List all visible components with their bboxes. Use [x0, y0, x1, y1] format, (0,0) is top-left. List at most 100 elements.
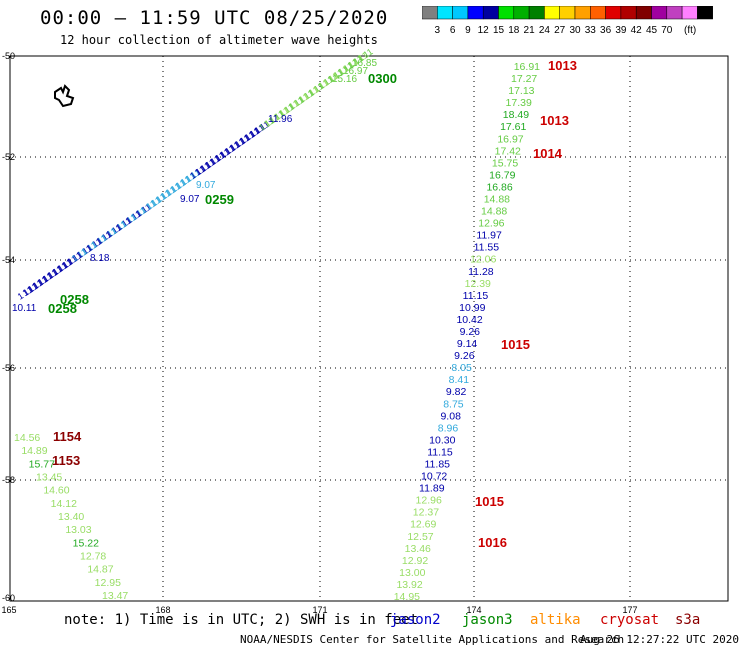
axis-labels: 165 168 171 174 177 -50 -52 -54 -56 -58 -60	[1, 51, 637, 615]
pass-time-label: 1153	[52, 453, 80, 468]
pass-time-label: 0258	[48, 301, 77, 316]
swh-value: 12.57	[407, 531, 433, 543]
swh-value: 16.79	[489, 169, 515, 181]
color-scale-label: 15	[493, 25, 505, 36]
page-title: 00:00 — 11:59 UTC 08/25/2020	[40, 7, 389, 29]
track-right: 16.9117.2717.1317.3918.4917.6116.9717.42…	[394, 61, 540, 603]
swh-value: 12.06	[470, 254, 496, 266]
pass-time-label: 1014	[533, 146, 563, 161]
sat-jason2: jason2	[390, 612, 441, 628]
lat-tick-label: -52	[2, 152, 15, 162]
footer-timestamp: Aug 26 12:27:22 UTC 2020	[580, 633, 739, 646]
swh-value: 11.15	[463, 290, 489, 302]
sat-s3a: s3a	[675, 612, 701, 628]
swh-value: 11.55	[474, 242, 500, 254]
sat-cryosat: cryosat	[600, 612, 660, 628]
swh-value: 11.89	[419, 483, 445, 495]
map-frame	[9, 55, 729, 602]
swh-value: 16.91	[514, 61, 540, 73]
swh-value: 14.95	[394, 591, 420, 603]
color-scale-label: 70	[661, 25, 673, 36]
swh-value: 11.15	[427, 446, 453, 458]
color-scale-label: 33	[585, 25, 597, 36]
color-scale-label: 21	[524, 25, 536, 36]
swh-value: 14.60	[43, 485, 69, 497]
note-text: note: 1) Time is in UTC; 2) SWH is in fe…	[64, 612, 419, 628]
swh-value: 14.88	[484, 194, 510, 206]
swh-value: 13.45	[36, 472, 62, 484]
diag-track-value: 9.07	[196, 180, 216, 191]
swh-value: 15.77	[29, 458, 55, 470]
swh-value: 17.61	[500, 121, 526, 133]
diag-track-value: 16.97	[343, 66, 368, 77]
lat-tick-label: -56	[2, 363, 15, 373]
color-scale-label: 27	[554, 25, 566, 36]
color-swatch	[697, 6, 713, 20]
time-labels: 1013 1013 1014 1015 1015 1016 0300 0259 02580258…	[48, 58, 577, 550]
swh-value: 10.42	[456, 314, 482, 326]
swh-value: 11.85	[425, 459, 451, 471]
diag-track-value: 10.11	[12, 303, 37, 314]
color-scale-label: 30	[569, 25, 581, 36]
color-scale-label: 42	[631, 25, 643, 36]
swh-value: 9.26	[454, 350, 475, 362]
swh-value: 9.08	[440, 410, 461, 422]
diag-track-value: 15.16	[332, 74, 357, 85]
swh-value: 12.95	[95, 577, 121, 589]
swh-value: 13.03	[65, 524, 91, 536]
pass-time-label: 1013	[540, 113, 569, 128]
swh-value: 9.14	[457, 338, 478, 350]
diag-track-value: 11.96	[268, 114, 293, 125]
swh-value: 13.92	[396, 579, 422, 591]
swh-value: 16.86	[486, 181, 512, 193]
swh-value: 17.42	[495, 145, 521, 157]
diag-track-value: 8.18	[90, 253, 110, 264]
diag-track-value: 9.07	[180, 194, 200, 205]
swh-value: 17.27	[511, 73, 537, 85]
color-scale-label: 6	[450, 25, 456, 36]
color-scale-label: 39	[615, 25, 627, 36]
swh-value: 8.41	[449, 374, 470, 386]
swh-value: 10.99	[459, 302, 485, 314]
lat-tick-label: -58	[2, 475, 15, 485]
swh-value: 15.75	[492, 157, 518, 169]
sat-jason3: jason3	[462, 612, 513, 628]
swh-value: 8.75	[443, 398, 464, 410]
swh-value: 13.46	[405, 543, 431, 555]
color-scale-label: 36	[600, 25, 612, 36]
swh-value: 17.13	[508, 85, 534, 97]
swh-value: 12.96	[478, 218, 504, 230]
swh-value: 17.39	[506, 97, 532, 109]
pass-time-label: 1154	[53, 429, 82, 444]
swh-value: 16.97	[497, 133, 523, 145]
swh-value: 10.30	[429, 434, 455, 446]
swh-value: 13.40	[58, 511, 84, 523]
sat-altika: altika	[530, 612, 581, 628]
swh-value: 15.22	[73, 537, 99, 549]
map-grid	[10, 56, 728, 601]
swh-value: 12.39	[465, 278, 491, 290]
swh-value: 14.89	[21, 445, 47, 457]
swh-value: 14.12	[51, 498, 77, 510]
lon-tick-label: 177	[622, 605, 637, 615]
swh-value: 12.37	[413, 507, 439, 519]
lat-tick-label: -60	[2, 593, 15, 603]
lon-tick-label: 168	[155, 605, 170, 615]
swh-value: 10.72	[421, 471, 447, 483]
color-scale-label: (ft)	[684, 25, 696, 36]
lon-tick-label: 171	[312, 605, 327, 615]
swh-value: 11.28	[468, 266, 494, 278]
swh-value: 13.00	[399, 567, 425, 579]
color-scale-label: 45	[646, 25, 658, 36]
color-scale-label: 18	[508, 25, 520, 36]
swh-value: 12.78	[80, 551, 106, 563]
diag-track-value: 16.85	[352, 58, 377, 69]
color-scale-label: 9	[465, 25, 471, 36]
lon-tick-label: 165	[1, 605, 16, 615]
color-scale-label: 24	[539, 25, 551, 36]
swh-value: 12.92	[402, 555, 428, 567]
pass-time-label: 1013	[548, 58, 577, 73]
swh-value: 9.26	[460, 326, 481, 338]
